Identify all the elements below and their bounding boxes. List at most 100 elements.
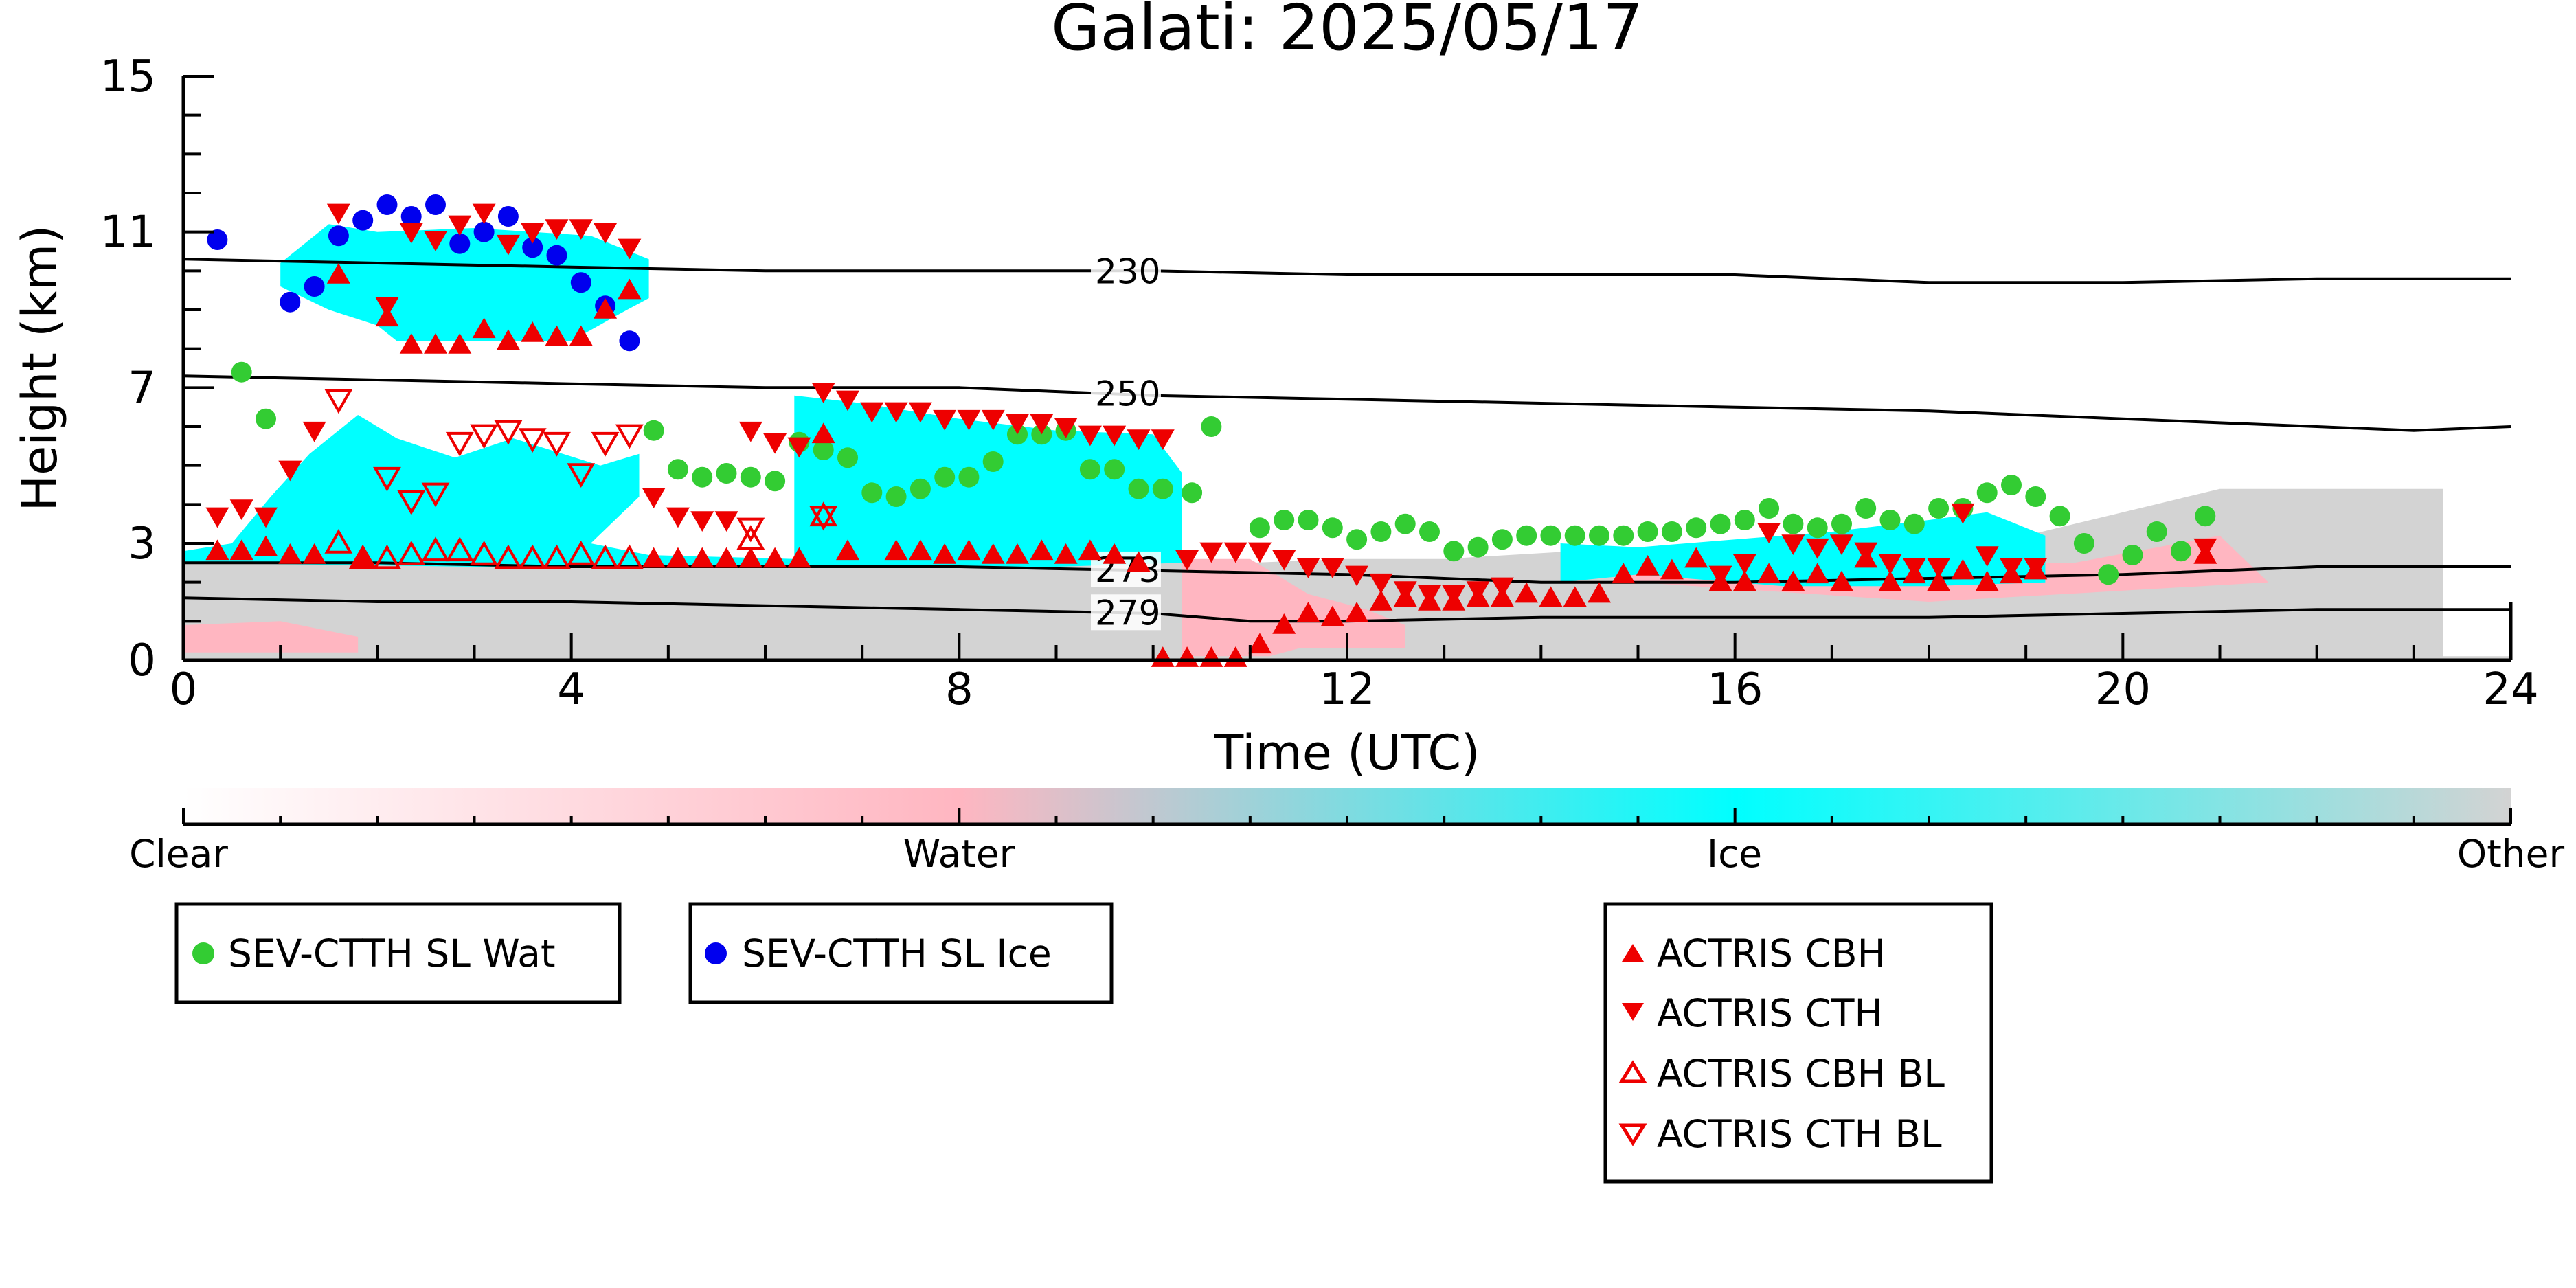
marker-actris-cbh-58 xyxy=(1636,555,1660,576)
isotherm-label-279: 279 xyxy=(1095,593,1160,633)
marker-sev-ctth-sl-wat-3 xyxy=(667,459,688,480)
marker-actris-cth-61 xyxy=(1902,558,1926,578)
marker-sev-ctth-sl-ice-6 xyxy=(400,206,422,227)
marker-actris-cth-12 xyxy=(521,223,545,244)
marker-actris-cth-25 xyxy=(835,390,859,411)
marker-actris-cbh-59 xyxy=(1660,558,1684,580)
x-tick-label-0: 0 xyxy=(170,664,198,715)
marker-actris-cth-52 xyxy=(1490,577,1514,598)
marker-sev-ctth-sl-wat-64 xyxy=(2171,541,2191,562)
legend-label-actris-cbh: ACTRIS CBH xyxy=(1657,931,1886,975)
marker-actris-cth-64 xyxy=(1975,546,1999,567)
legend-sev-wat: SEV-CTTH SL Wat xyxy=(174,902,622,1004)
marker-actris-cbh-3 xyxy=(278,543,302,564)
marker-actris-cth-34 xyxy=(1054,418,1078,438)
marker-actris-cth-39 xyxy=(1175,550,1199,571)
x-axis-ticks: 0 4 8 12 16 20 24 xyxy=(170,633,2539,715)
marker-actris-cbh-bl-14 xyxy=(809,501,838,527)
marker-actris-cth-6 xyxy=(375,297,399,318)
marker-actris-cbh-37 xyxy=(1127,551,1151,572)
colorbar-label-ice: Ice xyxy=(1707,832,1762,876)
marker-actris-cth-9 xyxy=(448,215,472,236)
marker-actris-cbh-8 xyxy=(399,333,423,354)
isotherm-label-273: 273 xyxy=(1095,550,1160,590)
marker-actris-cbh-60 xyxy=(1684,547,1708,568)
cloud-region-water-2 xyxy=(183,621,359,653)
marker-actris-cth-63 xyxy=(1951,503,1975,524)
marker-actris-cth-8 xyxy=(424,231,448,251)
marker-actris-cth-bl-10 xyxy=(591,431,620,457)
marker-actris-cth-15 xyxy=(594,223,618,244)
legend-marker-actris-cbh-bl xyxy=(1618,1060,1647,1083)
marker-sev-ctth-sl-ice-0 xyxy=(207,229,228,250)
marker-sev-ctth-sl-wat-33 xyxy=(1419,521,1440,542)
marker-sev-ctth-sl-wat-0 xyxy=(231,361,252,383)
marker-sev-ctth-sl-ice-4 xyxy=(352,210,374,231)
marker-actris-cbh-2 xyxy=(253,535,278,556)
isotherm-line-230 xyxy=(183,258,2511,284)
marker-actris-cth-bl-5 xyxy=(470,424,499,449)
marker-actris-cbh-72 xyxy=(1975,570,1999,591)
marker-actris-cbh-bl-8 xyxy=(518,544,547,569)
marker-sev-ctth-sl-wat-28 xyxy=(1298,510,1319,530)
marker-actris-cth-41 xyxy=(1223,542,1247,563)
marker-actris-cth-bl-2 xyxy=(397,490,426,515)
marker-sev-ctth-sl-wat-40 xyxy=(1589,525,1609,546)
marker-sev-ctth-sl-wat-63 xyxy=(2146,521,2167,542)
marker-actris-cth-17 xyxy=(642,488,666,508)
marker-actris-cbh-70 xyxy=(1927,570,1951,591)
marker-actris-cth-60 xyxy=(1878,554,1902,575)
marker-sev-ctth-sl-ice-10 xyxy=(497,206,519,227)
marker-actris-cth-bl-9 xyxy=(567,463,596,488)
marker-sev-ctth-sl-wat-5 xyxy=(716,463,737,484)
marker-actris-cbh-17 xyxy=(618,278,642,300)
marker-sev-ctth-sl-wat-30 xyxy=(1346,529,1368,550)
marker-actris-cbh-bl-13 xyxy=(736,525,765,550)
marker-sev-ctth-sl-ice-3 xyxy=(328,225,349,247)
marker-sev-ctth-sl-wat-39 xyxy=(1564,525,1585,546)
y-axis-label: Height (km) xyxy=(12,225,68,512)
marker-sev-ctth-sl-wat-12 xyxy=(885,486,907,507)
isotherm-label-250: 250 xyxy=(1095,374,1160,414)
marker-sev-ctth-sl-wat-21 xyxy=(1104,459,1125,480)
marker-actris-cbh-bl-5 xyxy=(445,536,474,562)
marker-actris-cth-bl-7 xyxy=(518,428,547,453)
marker-actris-cbh-26 xyxy=(835,539,859,561)
marker-sev-ctth-sl-ice-11 xyxy=(522,237,543,258)
marker-actris-cbh-13 xyxy=(521,321,545,342)
marker-sev-ctth-sl-wat-37 xyxy=(1516,525,1537,546)
marker-actris-cth-42 xyxy=(1247,542,1272,563)
marker-actris-cbh-11 xyxy=(472,317,496,339)
marker-actris-cbh-21 xyxy=(714,547,738,568)
marker-actris-cth-31 xyxy=(981,409,1005,431)
legend-marker-sev-ice xyxy=(705,942,727,964)
marker-sev-ctth-sl-wat-62 xyxy=(2122,545,2143,565)
x-tick-label-3: 12 xyxy=(1319,664,1375,715)
colorbar: Clear Water Ice Other xyxy=(129,788,2564,876)
marker-sev-ctth-sl-wat-18 xyxy=(1031,424,1052,445)
marker-sev-ctth-sl-ice-15 xyxy=(619,330,640,352)
marker-actris-cth-3 xyxy=(278,460,302,482)
marker-actris-cth-27 xyxy=(884,402,908,423)
marker-actris-cth-29 xyxy=(933,409,957,431)
marker-sev-ctth-sl-wat-23 xyxy=(1152,478,1173,499)
marker-actris-cbh-0 xyxy=(205,539,229,561)
isotherm-line-250 xyxy=(183,374,2511,432)
y-tick-label-3: 11 xyxy=(100,207,156,258)
marker-actris-cbh-19 xyxy=(666,547,690,568)
marker-actris-cbh-12 xyxy=(496,329,520,350)
marker-sev-ctth-sl-wat-46 xyxy=(1734,510,1755,530)
marker-sev-ctth-sl-wat-10 xyxy=(837,447,858,468)
marker-sev-ctth-sl-wat-31 xyxy=(1370,521,1392,542)
marker-actris-cth-40 xyxy=(1199,542,1223,563)
marker-actris-cbh-16 xyxy=(594,298,618,319)
legend-marker-actris-cth-bl xyxy=(1618,1123,1647,1146)
marker-actris-cbh-43 xyxy=(1272,613,1296,634)
marker-actris-cth-30 xyxy=(957,409,981,431)
marker-actris-cth-11 xyxy=(496,234,520,256)
marker-sev-ctth-sl-wat-47 xyxy=(1759,498,1780,519)
marker-actris-cth-18 xyxy=(666,507,690,528)
marker-actris-cth-13 xyxy=(545,219,569,240)
marker-sev-ctth-sl-ice-8 xyxy=(449,233,471,254)
x-tick-label-4: 16 xyxy=(1707,664,1763,715)
